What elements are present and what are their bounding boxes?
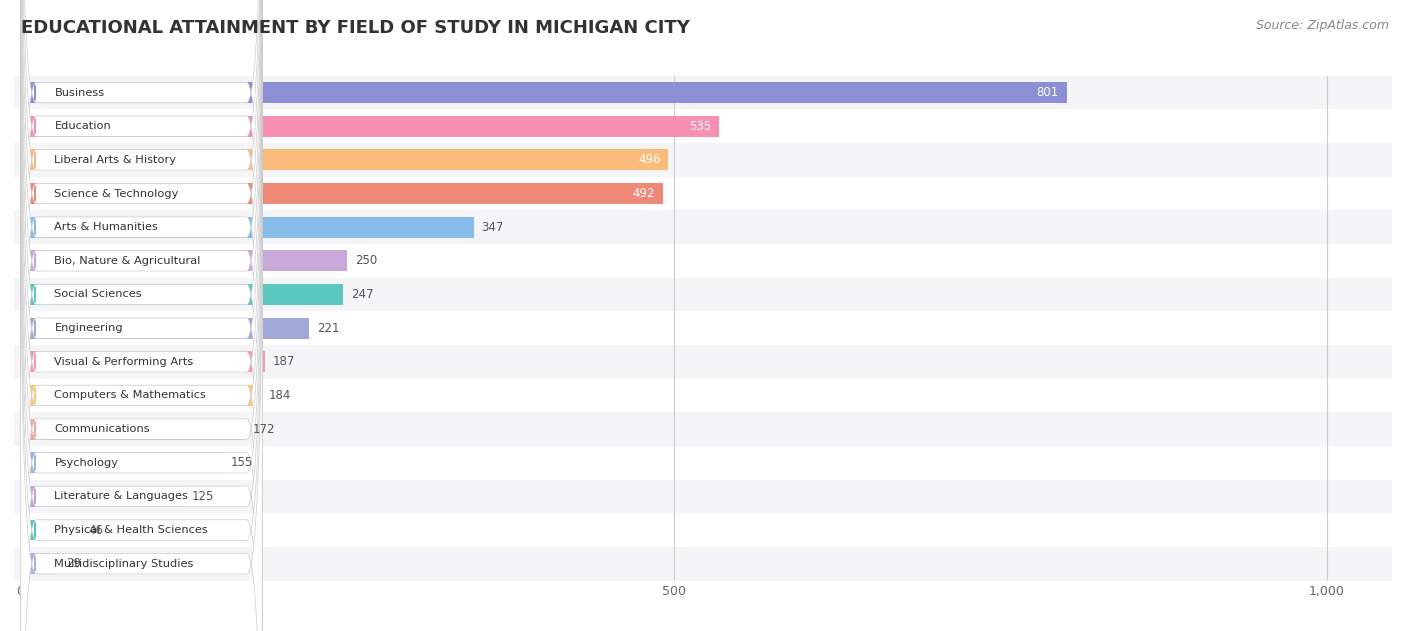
- Text: Visual & Performing Arts: Visual & Performing Arts: [55, 357, 194, 367]
- Bar: [21, 284, 343, 305]
- Bar: [21, 418, 245, 440]
- Bar: [14, 177, 1392, 210]
- Text: 247: 247: [352, 288, 374, 301]
- Text: 187: 187: [273, 355, 295, 369]
- Bar: [21, 452, 224, 473]
- FancyBboxPatch shape: [21, 35, 263, 631]
- Bar: [21, 553, 59, 574]
- Text: 29: 29: [66, 557, 82, 570]
- Text: Psychology: Psychology: [55, 457, 118, 468]
- Bar: [14, 547, 1392, 581]
- Bar: [21, 115, 720, 137]
- Text: 492: 492: [633, 187, 655, 200]
- Bar: [14, 244, 1392, 278]
- Bar: [14, 379, 1392, 412]
- Bar: [21, 317, 309, 339]
- Text: Bio, Nature & Agricultural: Bio, Nature & Agricultural: [55, 256, 201, 266]
- Bar: [21, 251, 347, 271]
- Text: Computers & Mathematics: Computers & Mathematics: [55, 391, 207, 401]
- Text: Liberal Arts & History: Liberal Arts & History: [55, 155, 176, 165]
- FancyBboxPatch shape: [21, 0, 263, 486]
- FancyBboxPatch shape: [21, 2, 263, 631]
- Bar: [14, 446, 1392, 480]
- FancyBboxPatch shape: [21, 0, 263, 631]
- Text: Communications: Communications: [55, 424, 150, 434]
- Text: 801: 801: [1036, 86, 1059, 99]
- Bar: [21, 486, 184, 507]
- FancyBboxPatch shape: [21, 0, 263, 621]
- Bar: [14, 278, 1392, 311]
- Bar: [21, 385, 262, 406]
- FancyBboxPatch shape: [21, 0, 263, 631]
- Bar: [14, 210, 1392, 244]
- Bar: [21, 519, 80, 541]
- FancyBboxPatch shape: [21, 0, 263, 520]
- Text: EDUCATIONAL ATTAINMENT BY FIELD OF STUDY IN MICHIGAN CITY: EDUCATIONAL ATTAINMENT BY FIELD OF STUDY…: [21, 19, 690, 37]
- Bar: [14, 345, 1392, 379]
- FancyBboxPatch shape: [21, 0, 263, 553]
- Text: Literature & Languages: Literature & Languages: [55, 492, 188, 502]
- FancyBboxPatch shape: [21, 136, 263, 631]
- Text: 155: 155: [231, 456, 253, 469]
- Bar: [21, 82, 1067, 103]
- Bar: [14, 109, 1392, 143]
- Bar: [14, 143, 1392, 177]
- Text: 250: 250: [354, 254, 377, 268]
- Bar: [14, 76, 1392, 109]
- Text: 221: 221: [318, 322, 340, 334]
- Text: Science & Technology: Science & Technology: [55, 189, 179, 199]
- FancyBboxPatch shape: [21, 0, 263, 631]
- Text: 496: 496: [638, 153, 661, 167]
- Text: 347: 347: [482, 221, 503, 233]
- Text: 184: 184: [269, 389, 291, 402]
- FancyBboxPatch shape: [21, 69, 263, 631]
- Text: Business: Business: [55, 88, 104, 98]
- FancyBboxPatch shape: [21, 0, 263, 587]
- Text: 125: 125: [191, 490, 214, 503]
- Text: Source: ZipAtlas.com: Source: ZipAtlas.com: [1256, 19, 1389, 32]
- Text: 535: 535: [689, 120, 711, 133]
- Text: 46: 46: [89, 524, 104, 536]
- Text: 172: 172: [253, 423, 276, 435]
- Bar: [14, 480, 1392, 513]
- Text: Physical & Health Sciences: Physical & Health Sciences: [55, 525, 208, 535]
- FancyBboxPatch shape: [21, 0, 263, 631]
- Bar: [21, 216, 474, 238]
- Bar: [21, 183, 664, 204]
- Text: Social Sciences: Social Sciences: [55, 290, 142, 300]
- Text: Multidisciplinary Studies: Multidisciplinary Studies: [55, 558, 194, 569]
- Text: Education: Education: [55, 121, 111, 131]
- Bar: [21, 351, 264, 372]
- Text: Engineering: Engineering: [55, 323, 124, 333]
- Text: Arts & Humanities: Arts & Humanities: [55, 222, 159, 232]
- Bar: [21, 150, 668, 170]
- FancyBboxPatch shape: [21, 103, 263, 631]
- Bar: [14, 311, 1392, 345]
- FancyBboxPatch shape: [21, 170, 263, 631]
- Bar: [14, 412, 1392, 446]
- Bar: [14, 513, 1392, 547]
